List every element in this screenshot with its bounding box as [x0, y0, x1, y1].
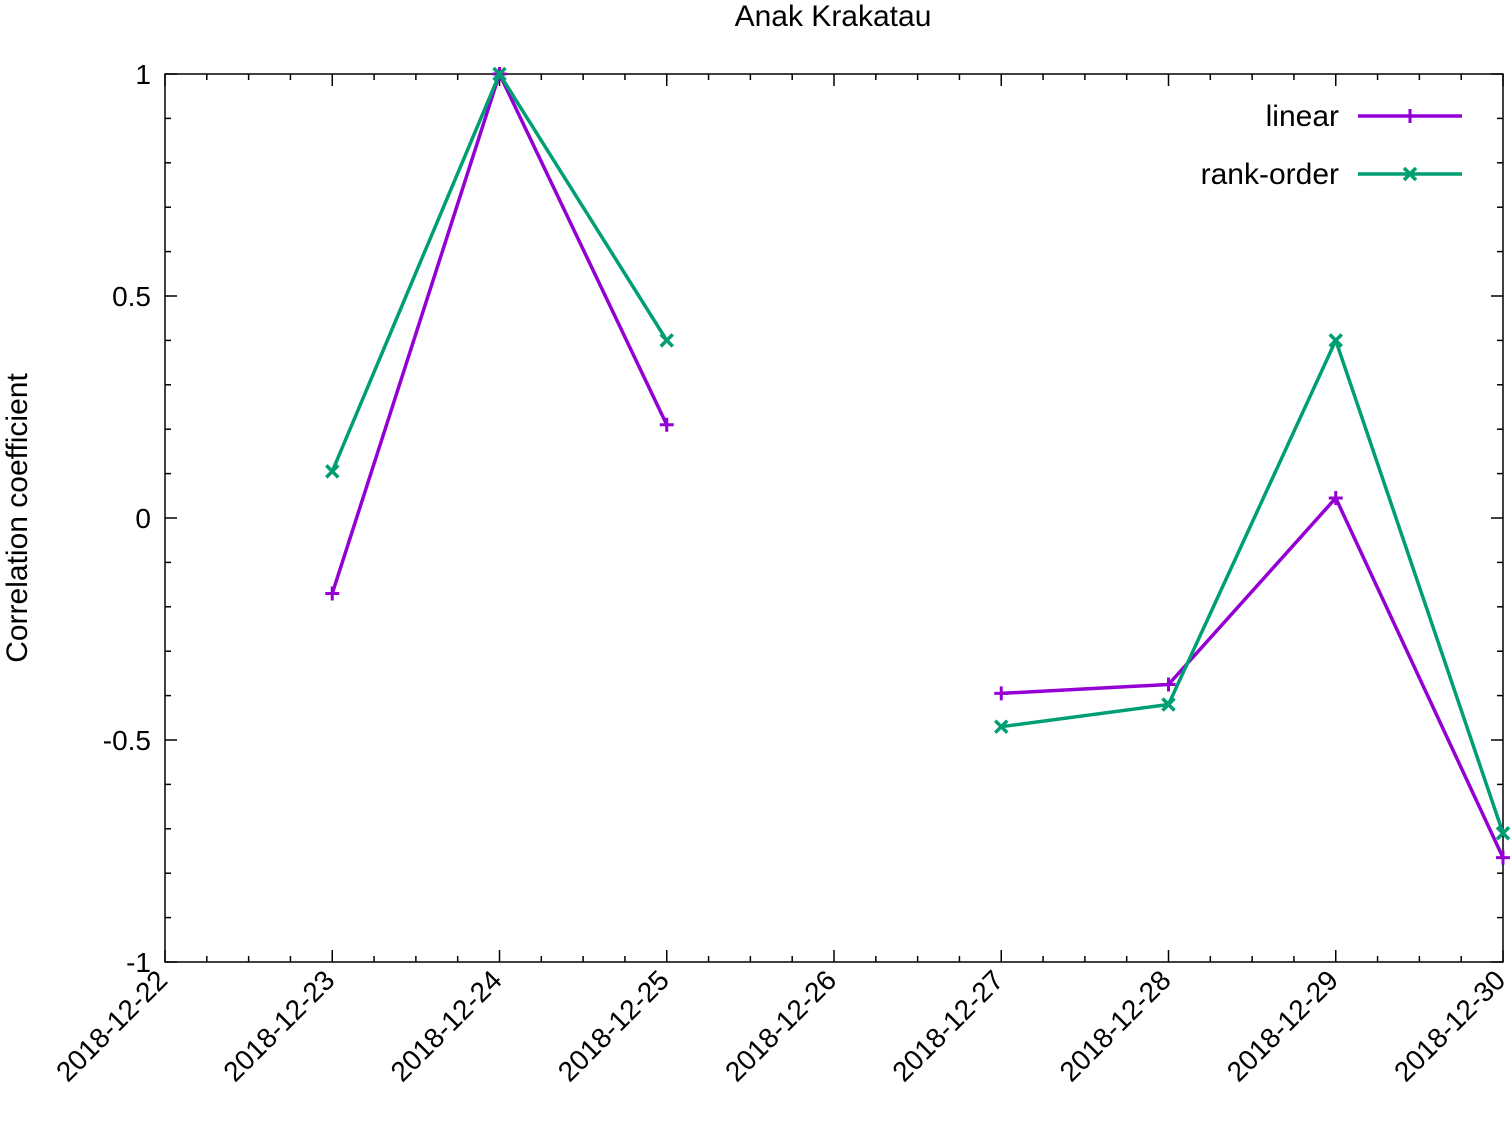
- legend-label: linear: [1266, 100, 1339, 133]
- y-tick-label: -1: [126, 947, 151, 978]
- data-point: [659, 333, 674, 348]
- x-axis-ticks: 2018-12-22 2018-12-23 2018-12-24 2018-12-25…: [50, 74, 1511, 1088]
- series-line-segment: [330, 72, 669, 595]
- data-point: [492, 66, 507, 82]
- x-tick-label: 2018-12-23: [217, 964, 340, 1087]
- x-tick-label: 2018-12-30: [1388, 964, 1511, 1087]
- y-axis-ticks: 1 0.5 0 -0.5 -1: [103, 59, 1503, 978]
- data-point: [1161, 697, 1176, 712]
- data-point: [325, 586, 340, 601]
- data-point: [994, 686, 1009, 701]
- plot-frame: [164, 73, 1504, 963]
- series-lines: [325, 66, 1511, 865]
- series-line-segment: [1001, 496, 1505, 859]
- y-tick-label: 0: [135, 503, 151, 534]
- chart-title: Anak Krakatau: [735, 0, 932, 33]
- y-axis-label: Correlation coefficient: [1, 373, 34, 663]
- x-tick-label: 2018-12-26: [719, 964, 842, 1087]
- legend-marker: [1403, 109, 1417, 123]
- series-line-segment: [1001, 338, 1505, 834]
- legend-label: rank-order: [1201, 158, 1339, 191]
- legend-marker: [1402, 166, 1418, 182]
- data-point: [1328, 491, 1343, 506]
- y-tick-label: 0.5: [112, 281, 151, 312]
- x-tick-label: 2018-12-28: [1054, 964, 1177, 1087]
- y-tick-label: 1: [135, 59, 151, 90]
- data-point: [659, 417, 674, 432]
- x-tick-label: 2018-12-25: [552, 964, 675, 1087]
- x-tick-label: 2018-12-24: [385, 964, 508, 1087]
- y-tick-label: -0.5: [103, 725, 151, 756]
- series-rank-order: [325, 66, 1511, 841]
- x-tick-label: 2018-12-27: [886, 964, 1009, 1087]
- data-point: [1495, 826, 1511, 841]
- series-line-segment: [330, 72, 669, 473]
- data-point: [1496, 850, 1510, 865]
- data-point: [325, 464, 340, 479]
- data-point: [1161, 677, 1176, 692]
- data-point: [994, 719, 1009, 734]
- x-tick-label: 2018-12-22: [50, 964, 173, 1087]
- x-tick-label: 2018-12-29: [1221, 964, 1344, 1087]
- legend: linear rank-order: [1201, 100, 1462, 191]
- data-point: [1328, 333, 1343, 348]
